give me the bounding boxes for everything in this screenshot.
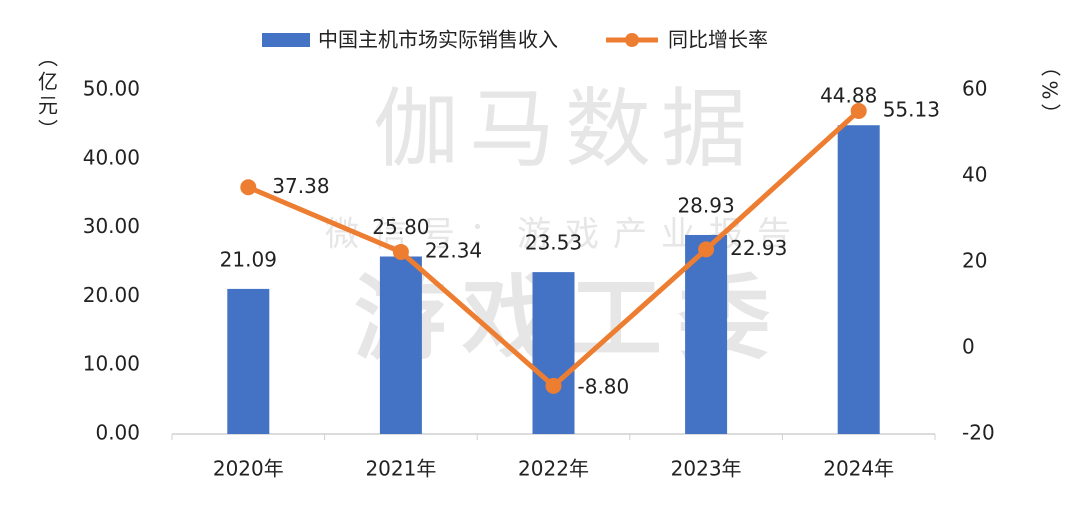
line-marker <box>240 179 257 196</box>
line-value-label: 22.93 <box>730 236 787 260</box>
x-tick-label: 2021年 <box>365 457 436 481</box>
y-tick-label: 40.00 <box>83 145 140 169</box>
bar <box>685 234 728 434</box>
y2-tick-label: -20 <box>962 421 995 445</box>
x-tick-label: 2023年 <box>671 457 742 481</box>
line-value-label: 55.13 <box>883 97 940 121</box>
line-marker <box>850 102 867 119</box>
x-tick-label: 2020年 <box>213 457 284 481</box>
y2-tick-label: 60 <box>962 77 987 101</box>
legend-swatch <box>262 33 310 47</box>
bar <box>532 272 575 434</box>
y-tick-label: 0.00 <box>95 421 140 445</box>
bar <box>379 256 422 434</box>
watermark: 伽马数据 <box>373 79 757 179</box>
y-axis-label: （亿元） <box>35 47 59 143</box>
y2-tick-label: 0 <box>962 335 975 359</box>
line-value-label: 22.34 <box>425 238 482 262</box>
line-value-label: 37.38 <box>272 174 329 198</box>
bar-value-label: 21.09 <box>220 247 277 271</box>
x-tick-label: 2024年 <box>823 457 894 481</box>
bar-value-label: 23.53 <box>525 231 582 255</box>
y-tick-label: 50.00 <box>83 77 140 101</box>
y-tick-label: 30.00 <box>83 214 140 238</box>
y2-tick-label: 20 <box>962 249 987 273</box>
bar-value-label: 28.93 <box>677 193 734 217</box>
line-marker <box>392 243 409 260</box>
y2-axis-label: （%） <box>1038 56 1062 127</box>
bar <box>227 288 270 434</box>
line-value-label: -8.80 <box>578 374 630 398</box>
y-tick-label: 10.00 <box>83 352 140 376</box>
legend-label: 中国主机市场实际销售收入 <box>318 28 558 52</box>
line-marker <box>545 377 562 394</box>
legend-swatch <box>625 33 639 47</box>
bar-value-label: 25.80 <box>372 215 429 239</box>
y-tick-label: 20.00 <box>83 283 140 307</box>
y2-tick-label: 40 <box>962 163 987 187</box>
line-marker <box>698 241 715 258</box>
bar <box>837 125 880 435</box>
bar-value-label: 44.88 <box>820 84 877 108</box>
x-tick-label: 2022年 <box>518 457 589 481</box>
legend-label: 同比增长率 <box>668 28 768 52</box>
